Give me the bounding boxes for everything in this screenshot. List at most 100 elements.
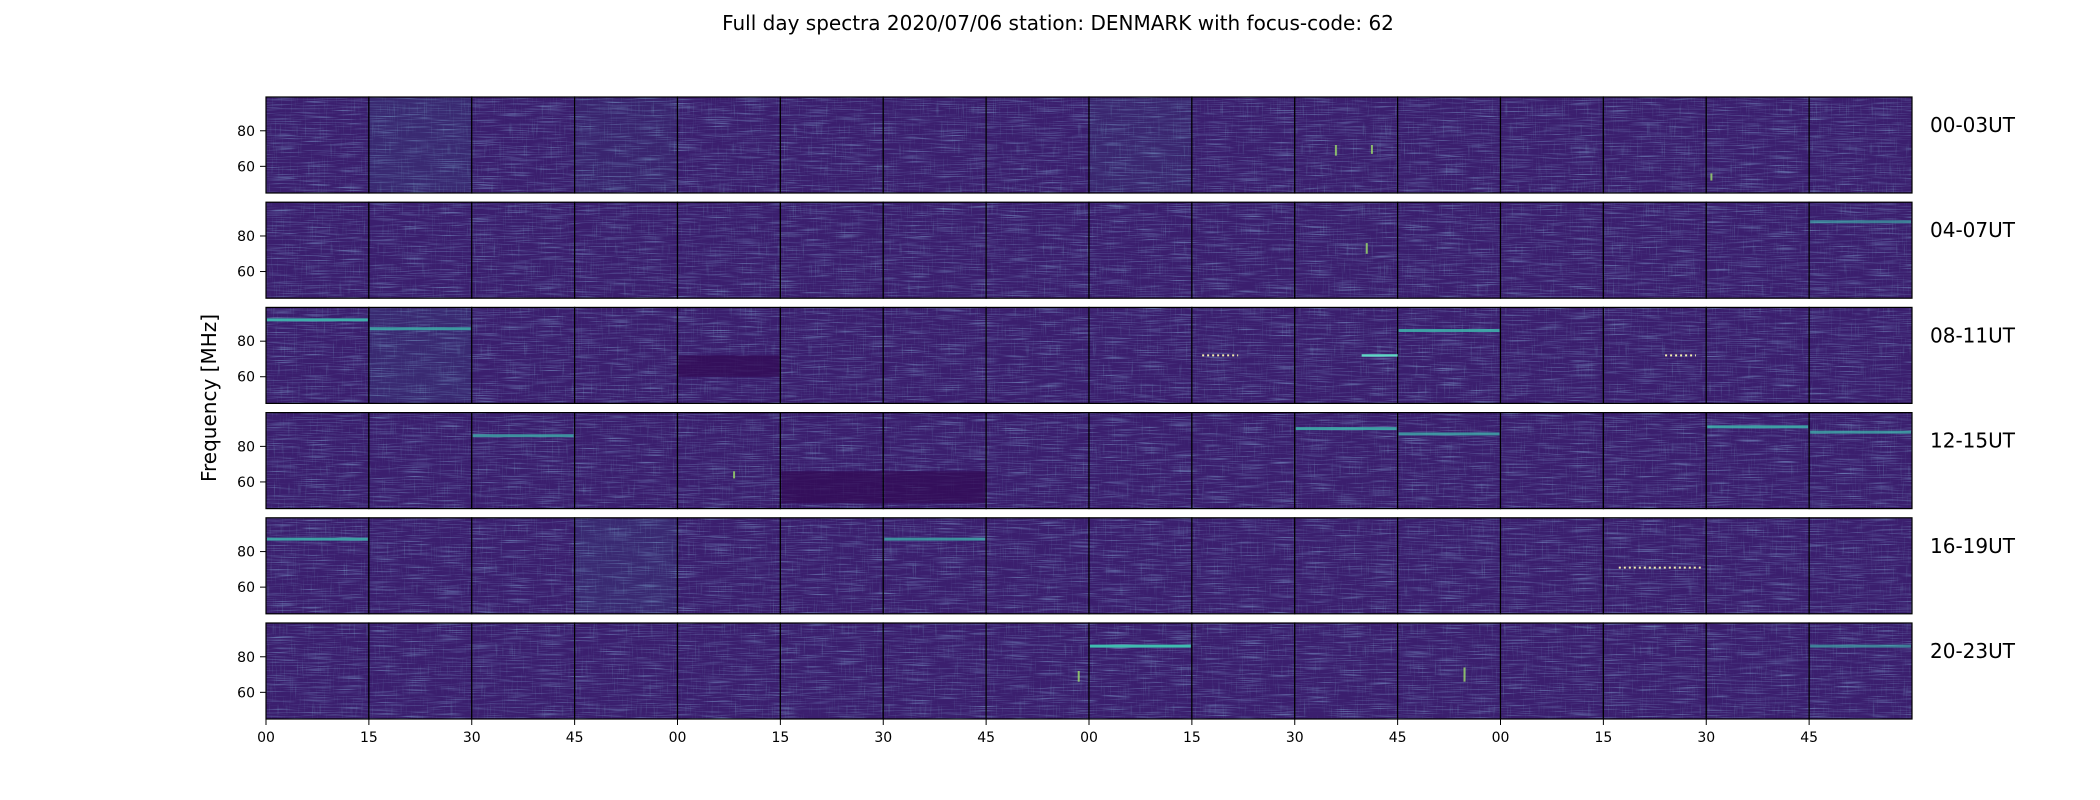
spectrum-panel (882, 96, 987, 194)
spectrum-panel (1294, 96, 1399, 194)
spectrum-panel (1397, 412, 1502, 510)
x-tick-label: 15 (771, 730, 789, 746)
spectrum-panel (1602, 517, 1707, 615)
spectral-feature (733, 471, 736, 479)
spectrum-panel (471, 412, 576, 510)
spectrum-panel (368, 96, 473, 194)
spectrum-panel (1499, 622, 1604, 720)
spectral-feature (369, 327, 471, 331)
y-tick-label: 80 (237, 545, 255, 561)
spectral-feature (1090, 644, 1191, 648)
spectrum-panel (574, 306, 679, 404)
x-tick-label: 00 (1080, 730, 1098, 746)
spectrum-panel (1808, 412, 1913, 510)
row-time-label: 20-23UT (1930, 639, 2016, 663)
spectral-feature (1295, 427, 1397, 431)
spectral-feature (575, 98, 677, 192)
spectrum-panel (1499, 412, 1604, 510)
spectrum-panel (1602, 96, 1707, 194)
x-tick-label: 00 (669, 730, 687, 746)
spectral-feature (472, 434, 574, 438)
spectrum-panel (1088, 306, 1193, 404)
spectrum-panel (1294, 622, 1399, 720)
spectrum-panel (471, 517, 576, 615)
spectrum-panel (1602, 306, 1707, 404)
x-tick-label: 45 (977, 730, 995, 746)
spectrum-panel (985, 201, 1090, 299)
spectrum-panel (471, 306, 576, 404)
spectra-row: 60 80 16-19UT (237, 517, 2016, 615)
spectrum-panel (985, 306, 1090, 404)
y-tick-label: 60 (237, 265, 255, 281)
spectrum-panel (1191, 306, 1296, 404)
spectrum-panel (1088, 517, 1193, 615)
spectra-row: 60 80 12-15UT (237, 412, 2016, 510)
x-tick-label: 45 (1800, 730, 1818, 746)
spectral-feature (369, 308, 471, 403)
spectra-row: 60 80 20-23UT (237, 622, 2016, 720)
row-time-label: 04-07UT (1930, 218, 2016, 242)
spectrum-panel (1294, 412, 1399, 510)
x-tick-label: 30 (874, 730, 892, 746)
spectrum-panel (676, 517, 781, 615)
x-tick-label: 00 (1492, 730, 1510, 746)
spectrum-panel (1191, 96, 1296, 194)
spectral-feature (678, 355, 780, 377)
spectrum-panel (574, 201, 679, 299)
spectral-feature (1398, 432, 1500, 436)
x-tick-label: 45 (1389, 730, 1407, 746)
spectrum-panel (1705, 96, 1810, 194)
spectrum-panel (882, 622, 987, 720)
spectra-row: 60 80 00-03UT (237, 96, 2016, 194)
spectrum-panel (1088, 412, 1193, 510)
spectrum-panel (265, 412, 370, 510)
spectrum-panel (1808, 201, 1913, 299)
y-axis-label: Frequency [MHz] (197, 314, 221, 482)
spectrum-panel (1397, 306, 1502, 404)
spectrum-panel (882, 517, 987, 615)
spectrum-panel (1499, 96, 1604, 194)
spectrum-panel (1397, 622, 1502, 720)
spectrum-panel (779, 517, 884, 615)
spectrum-panel (1808, 306, 1913, 404)
spectral-feature (1707, 425, 1809, 429)
spectral-feature (1077, 671, 1080, 682)
spectral-feature (267, 318, 368, 322)
row-time-label: 12-15UT (1930, 429, 2016, 453)
spectrum-panel (574, 412, 679, 510)
y-tick-label: 80 (237, 334, 255, 350)
spectrum-panel (882, 306, 987, 404)
spectrum-panel (779, 201, 884, 299)
x-tick-label: 15 (1594, 730, 1612, 746)
y-tick-label: 60 (237, 475, 255, 491)
spectrum-panel (1191, 201, 1296, 299)
spectral-feature (1334, 145, 1337, 156)
spectral-feature (1463, 667, 1466, 682)
spectrum-panel (1602, 201, 1707, 299)
spectrum-panel (779, 622, 884, 720)
spectral-feature (1370, 145, 1373, 154)
spectrum-panel (985, 622, 1090, 720)
spectrum-panel (1808, 517, 1913, 615)
spectrum-panel (1088, 201, 1193, 299)
spectral-feature (369, 98, 471, 192)
spectrum-panel (265, 96, 370, 194)
spectrum-panel (574, 96, 679, 194)
spectral-feature (1810, 430, 1911, 434)
spectrum-panel (1088, 96, 1193, 194)
x-axis-ticks: 00 15 30 45 00 15 30 45 00 15 30 45 00 15 30 45 (257, 719, 1818, 746)
spectrum-panel (1397, 201, 1502, 299)
spectrum-panel (985, 412, 1090, 510)
spectrum-panel (779, 96, 884, 194)
spectral-feature (575, 518, 677, 613)
x-tick-label: 00 (257, 730, 275, 746)
spectrum-panel (1191, 622, 1296, 720)
spectrum-panel (368, 201, 473, 299)
row-time-label: 16-19UT (1930, 534, 2016, 558)
spectrum-panel (1499, 306, 1604, 404)
y-tick-label: 80 (237, 439, 255, 455)
spectrum-panel (1088, 622, 1193, 720)
y-tick-label: 60 (237, 370, 255, 386)
spectra-row: 60 80 08-11UT (237, 306, 2016, 404)
x-tick-label: 15 (360, 730, 378, 746)
